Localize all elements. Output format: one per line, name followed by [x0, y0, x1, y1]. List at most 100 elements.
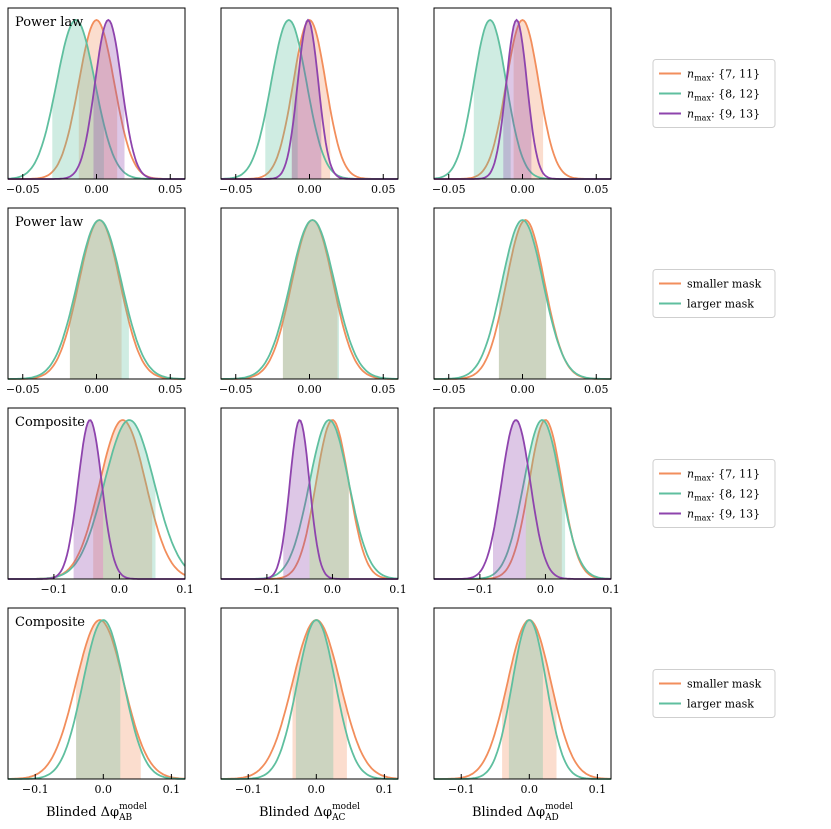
x-tick-label: 0.05: [158, 383, 183, 396]
x-tick-label: −0.05: [219, 383, 253, 396]
x-axis-label: Blinded Δφmodel AD: [472, 802, 573, 823]
x-tick-label: 0.1: [389, 583, 407, 596]
panel-r1-c2: −0.05 0.00 0.05: [432, 207, 612, 396]
interval-area-r2-c0-s1: [103, 420, 156, 579]
panel-r2-c0: −0.1 0.0 0.1 Composite: [7, 407, 194, 596]
x-tick-label: 0.05: [584, 183, 609, 196]
interval-area-r0-c1-s1: [265, 20, 298, 179]
row-label: Composite: [15, 615, 85, 630]
row-label: Power law: [15, 215, 83, 230]
interval-area-r2-c2-s0: [525, 420, 562, 579]
x-tick-label: −0.05: [6, 383, 40, 396]
legend-label: nmax: {7, 11}: [687, 68, 760, 83]
interval-area-r3-c1-s0: [292, 620, 347, 779]
x-tick-label: 0.05: [371, 383, 396, 396]
x-tick-label: 0.0: [324, 583, 342, 596]
density-line-r3-c1-s0: [221, 619, 399, 780]
panel-r1-c1: −0.05 0.00 0.05: [219, 207, 399, 396]
x-tick-label: 0.00: [84, 183, 109, 196]
x-tick-label: −0.1: [235, 783, 262, 796]
panel-r0-c2: −0.05 0.00 0.05: [432, 7, 612, 196]
interval-area-r0-c1-s2: [291, 20, 322, 179]
x-tick-label: −0.1: [41, 583, 68, 596]
interval-area-r1-c0-s1: [69, 220, 129, 379]
legend-label: nmax: {7, 11}: [687, 468, 760, 483]
axes-frame: [220, 407, 399, 580]
interval-area-r1-c1-s0: [282, 220, 338, 379]
row-label: Composite: [15, 415, 85, 430]
panel-r0-c1: −0.05 0.00 0.05: [219, 7, 399, 196]
x-tick-label: 0.05: [584, 383, 609, 396]
interval-area-r3-c0-s0: [76, 620, 141, 779]
x-tick-label: 0.1: [376, 783, 394, 796]
legend-label: nmax: {9, 13}: [687, 108, 760, 123]
x-tick-label: −0.05: [432, 383, 466, 396]
x-tick-label: −0.1: [22, 783, 49, 796]
legend-r3: smaller mask larger mask: [652, 669, 776, 718]
x-tick-label: −0.1: [254, 583, 281, 596]
x-tick-label: 0.05: [158, 183, 183, 196]
x-tick-label: 0.00: [297, 383, 322, 396]
interval-area-r2-c1-s2: [283, 420, 310, 579]
x-tick-label: 0.1: [163, 783, 181, 796]
interval-area-r1-c1-s1: [282, 220, 339, 379]
axes-frame: [7, 407, 186, 580]
x-tick-label: −0.1: [448, 783, 475, 796]
panel-r3-c1: −0.1 0.0 0.1: [220, 607, 399, 796]
interval-area-r1-c0-s0: [69, 220, 122, 379]
x-tick-label: 0.1: [602, 583, 620, 596]
x-tick-label: 0.0: [111, 583, 129, 596]
interval-area-r2-c0-s0: [93, 420, 153, 579]
interval-area-r0-c0-s1: [52, 20, 104, 179]
interval-area-r1-c2-s0: [498, 220, 547, 379]
axes-frame: [433, 407, 612, 580]
x-tick-label: −0.1: [467, 583, 494, 596]
density-line-r1-c1-s1: [221, 219, 398, 380]
interval-area-r2-c0-s2: [73, 420, 104, 579]
density-line-r3-c0-s1: [8, 619, 185, 780]
legend-label: larger mask: [687, 698, 754, 711]
legend-box: [652, 669, 776, 718]
x-tick-label: −0.05: [6, 183, 40, 196]
panel-r2-c2: −0.1 0.0 0.1: [433, 407, 620, 596]
x-tick-label: 0.00: [510, 383, 535, 396]
interval-area-r3-c0-s1: [76, 620, 121, 779]
interval-area-r0-c0-s2: [93, 20, 125, 179]
panel-r3-c2: −0.1 0.0 0.1: [433, 607, 612, 796]
legend-label: smaller mask: [687, 678, 762, 691]
legend-label: smaller mask: [687, 278, 762, 291]
legend-label: larger mask: [687, 298, 754, 311]
x-tick-label: 0.05: [371, 183, 396, 196]
x-tick-label: −0.05: [432, 183, 466, 196]
x-tick-label: 0.0: [308, 783, 326, 796]
density-line-r1-c0-s1: [8, 219, 185, 380]
axes-frame: [220, 607, 399, 780]
legend-label: nmax: {8, 12}: [687, 488, 760, 503]
x-tick-label: 0.00: [510, 183, 535, 196]
panel-r1-c0: −0.05 0.00 0.05 Power law: [6, 207, 186, 396]
panel-r3-c0: −0.1 0.0 0.1 Composite: [7, 607, 186, 796]
legend-label: nmax: {8, 12}: [687, 88, 760, 103]
density-line-r1-c2-s1: [434, 219, 611, 380]
density-line-r3-c2-s0: [434, 619, 612, 780]
axes-frame: [7, 607, 186, 780]
x-tick-label: 0.0: [537, 583, 555, 596]
legend-box: [652, 59, 776, 128]
x-axis-label: Blinded Δφmodel AB: [46, 802, 147, 823]
x-tick-label: 0.00: [84, 383, 109, 396]
legend-box: [652, 459, 776, 528]
panel-r0-c0: −0.05 0.00 0.05 Power law: [6, 7, 186, 196]
x-tick-label: 0.1: [176, 583, 194, 596]
legend-r2: nmax: {7, 11} nmax: {8, 12} nmax: {9, 13}: [652, 459, 776, 528]
panel-r2-c1: −0.1 0.0 0.1: [220, 407, 407, 596]
x-tick-label: 0.1: [589, 783, 607, 796]
x-tick-label: 0.0: [521, 783, 539, 796]
interval-area-r2-c1-s1: [309, 420, 349, 579]
interval-area-r2-c1-s0: [309, 420, 349, 579]
legend-box: [652, 269, 776, 318]
density-line-r3-c0-s0: [8, 619, 185, 780]
x-tick-label: −0.05: [219, 183, 253, 196]
legend-r1: smaller mask larger mask: [652, 269, 776, 318]
interval-area-r3-c1-s1: [295, 620, 334, 779]
